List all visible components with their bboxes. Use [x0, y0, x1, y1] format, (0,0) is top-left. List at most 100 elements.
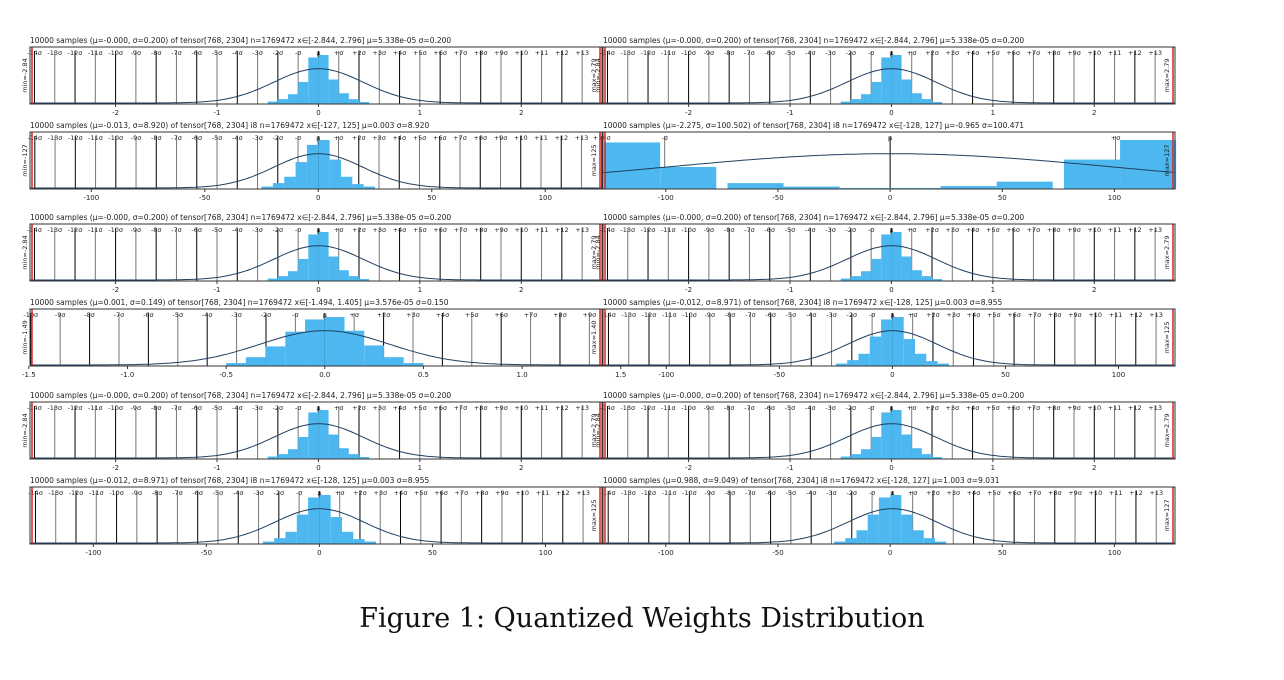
sigma-label: -5σ	[785, 49, 796, 57]
max-label: max=2.79	[1163, 58, 1171, 92]
x-tick-label: -100	[85, 549, 101, 557]
histogram-bar	[850, 99, 862, 104]
histogram-bar	[901, 79, 912, 104]
sigma-label: +5σ	[413, 49, 427, 57]
sigma-label: +σ	[334, 49, 344, 57]
sigma-label: -6σ	[191, 49, 202, 57]
sigma-label: -8σ	[151, 134, 162, 142]
histogram-svg: -14σ -13σ -12σ -11σ -10σ -9σ -8σ -7σ -6σ -5σ -4σ -3…	[594, 46, 1176, 117]
sigma-label: -8σ	[152, 489, 163, 497]
histogram-bar	[871, 258, 882, 281]
histogram-bar	[330, 517, 342, 544]
plot-frame	[602, 223, 1176, 282]
sigma-label: +3σ	[372, 49, 386, 57]
sigma-label: +9σ	[1067, 404, 1081, 412]
plot-frame	[602, 308, 1176, 367]
sigma-label: +7σ	[1027, 49, 1041, 57]
max-label: max=2.79	[1163, 235, 1171, 269]
panel-title: 10000 samples (μ=-0.000, σ=0.200) of ten…	[603, 213, 1025, 222]
sigma-label: -7σ	[114, 311, 125, 319]
sigma-label: -12σ	[68, 226, 83, 234]
sigma-label: +3σ	[945, 404, 959, 412]
x-tick-label: -2	[112, 109, 119, 117]
sigma-label: -5σ	[786, 489, 797, 497]
sigma-label: +3σ	[372, 404, 386, 412]
histogram-panel: 10000 samples (μ=-0.000, σ=0.200) of ten…	[21, 213, 603, 295]
histogram-bar	[272, 183, 285, 189]
panel-title: 10000 samples (μ=-0.000, σ=0.200) of ten…	[30, 391, 452, 400]
sigma-label: +9σ	[1067, 226, 1081, 234]
histogram-bar	[226, 363, 246, 366]
sigma-label: -10σ	[681, 226, 696, 234]
sigma-label: +7σ	[453, 134, 467, 142]
sigma-label: -7σ	[171, 404, 182, 412]
histogram-bar	[267, 101, 278, 104]
histogram-bar	[932, 457, 943, 459]
sigma-label: -12σ	[68, 134, 83, 142]
sigma-label: +7σ	[524, 311, 538, 319]
sigma-label: +8σ	[1047, 226, 1061, 234]
x-tick-label: -1	[787, 109, 794, 117]
sigma-label: +3σ	[945, 226, 959, 234]
x-tick-label: 0	[316, 109, 320, 117]
histogram-svg: -14σ -13σ -12σ -11σ -10σ -9σ -8σ -7σ -6σ -5σ -4σ -3…	[601, 308, 1176, 379]
sigma-label: +10	[1088, 311, 1102, 319]
sigma-label: -12σ	[641, 226, 656, 234]
sigma-label: μ	[889, 404, 893, 412]
sigma-label: +5σ	[414, 489, 428, 497]
sigma-label: μ	[890, 489, 894, 497]
sigma-label: +4σ	[393, 404, 407, 412]
sigma-label: +σ	[908, 311, 918, 319]
sigma-label: +σ	[907, 49, 917, 57]
sigma-label: +σ	[334, 134, 344, 142]
min-label: min=-1.49	[21, 320, 29, 355]
sigma-label: +9σ	[494, 226, 508, 234]
sigma-label: +6σ	[1007, 489, 1021, 497]
sigma-label: +12	[555, 404, 569, 412]
sigma-label: -9σ	[131, 404, 142, 412]
max-label: max=2.79	[590, 413, 598, 447]
x-tick-label: -50	[772, 549, 783, 557]
sigma-label: +8σ	[1047, 49, 1061, 57]
histogram-bar	[892, 317, 904, 366]
sigma-label: +7σ	[454, 226, 468, 234]
sigma-label: μ	[316, 404, 320, 412]
sigma-label: -10σ	[682, 489, 697, 497]
histogram-bar	[329, 159, 341, 189]
sigma-label: -2σ	[846, 404, 857, 412]
histogram-bar	[328, 256, 339, 281]
histogram-bar	[338, 448, 349, 459]
x-tick-label: 100	[1112, 371, 1125, 379]
sigma-label: +2σ	[926, 489, 940, 497]
histogram-bar	[871, 436, 882, 459]
histogram-bar	[840, 456, 851, 459]
sigma-label: +3σ	[945, 49, 959, 57]
x-tick-label: 0.0	[319, 371, 330, 379]
sigma-label: +5σ	[465, 311, 479, 319]
histogram-svg: -14σ -13σ -12σ -11σ -10σ -9σ -8σ -7σ -6σ -5σ -4σ -3…	[21, 46, 603, 117]
sigma-label: +13	[1149, 489, 1163, 497]
histogram-bar	[840, 278, 851, 281]
sigma-label: +4σ	[966, 404, 980, 412]
histogram-panel: 10000 samples (μ=-0.000, σ=0.200) of ten…	[21, 36, 603, 118]
sigma-label: -4σ	[805, 226, 816, 234]
sigma-label: -11σ	[661, 226, 676, 234]
histogram-svg: -14σ -13σ -12σ -11σ -10σ -9σ -8σ -7σ -6σ -5σ -4σ -3…	[601, 486, 1176, 557]
sigma-label: -σ	[868, 49, 874, 57]
sigma-label: +10	[514, 49, 528, 57]
sigma-label: +2σ	[925, 226, 939, 234]
sigma-label: -8σ	[724, 49, 735, 57]
sigma-label: +11	[1108, 404, 1122, 412]
sigma-label: -10σ	[108, 49, 123, 57]
x-tick-label: -2	[685, 286, 692, 294]
histogram-bar	[891, 55, 902, 104]
histogram-bar	[660, 166, 717, 189]
panel-title: 10000 samples (μ=0.001, σ=0.149) of tens…	[30, 298, 449, 307]
plot-frame	[602, 46, 1176, 105]
x-tick-label: 1	[991, 464, 995, 472]
max-label: max=127	[1163, 144, 1171, 176]
sigma-label: +6σ	[433, 404, 447, 412]
max-label: max=1.40	[590, 320, 598, 354]
sigma-label: -7σ	[745, 311, 756, 319]
max-label: max=125	[590, 144, 598, 176]
